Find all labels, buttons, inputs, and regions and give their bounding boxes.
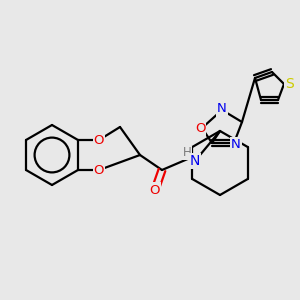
Text: N: N bbox=[190, 154, 200, 168]
Text: O: O bbox=[150, 184, 160, 196]
Text: O: O bbox=[94, 134, 104, 146]
Text: N: N bbox=[217, 103, 227, 116]
Text: O: O bbox=[94, 164, 104, 176]
Text: S: S bbox=[285, 77, 293, 91]
Text: O: O bbox=[195, 122, 205, 134]
Text: H: H bbox=[183, 146, 191, 160]
Text: N: N bbox=[231, 139, 241, 152]
